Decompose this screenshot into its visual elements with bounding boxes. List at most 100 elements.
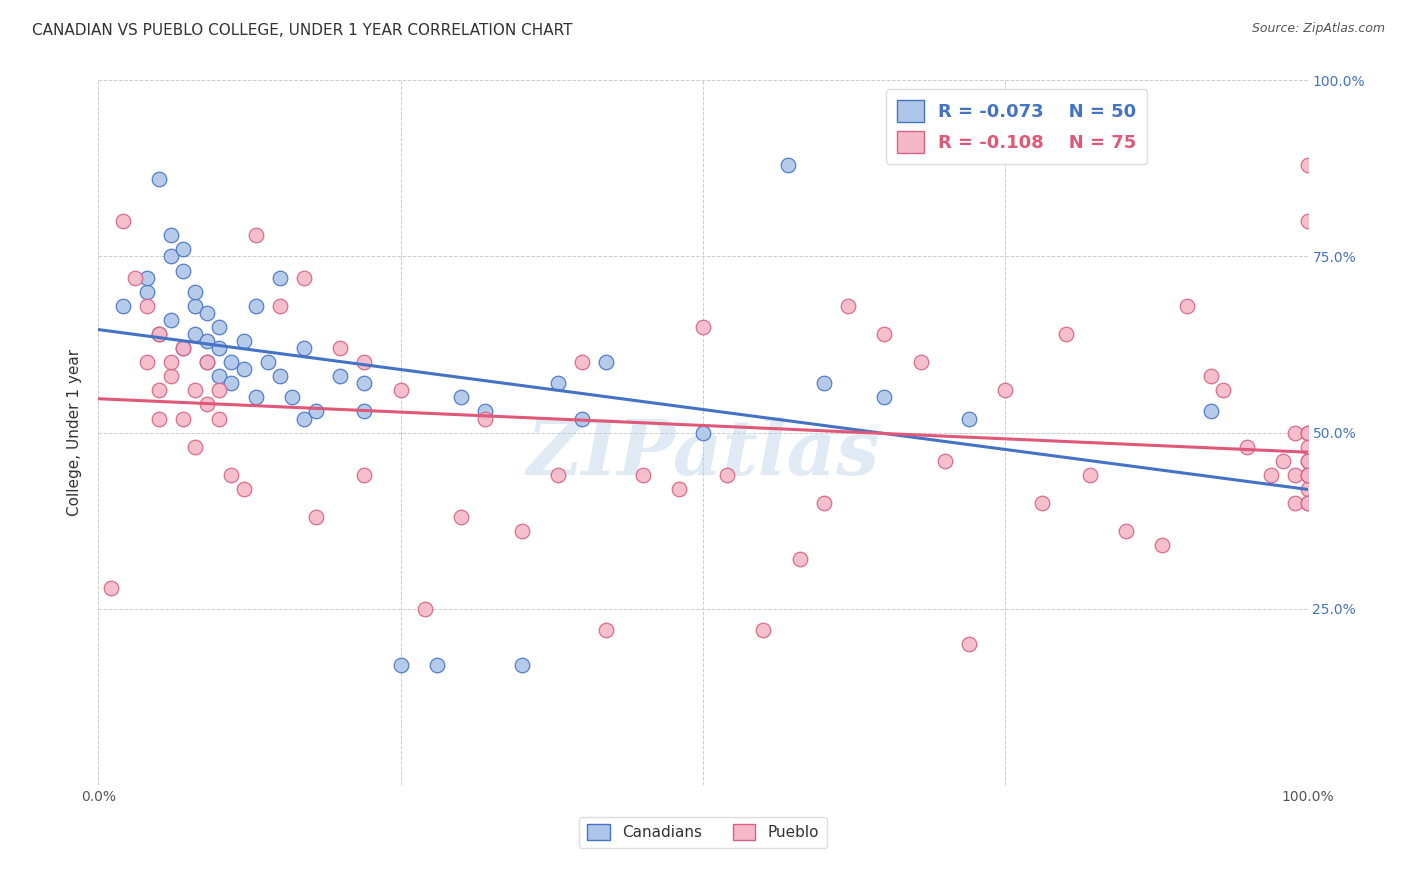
Point (1115, 524, 1137, 539)
Point (111, 299, 134, 313)
Point (148, 326, 170, 341)
Point (195, 397, 218, 411)
Point (547, 467, 569, 482)
Point (1296, 467, 1319, 482)
Point (752, 623, 775, 637)
Point (474, 404, 496, 418)
Point (208, 369, 231, 384)
Point (426, 658, 449, 673)
Point (172, 243, 194, 257)
Point (595, 623, 617, 637)
Point (329, 341, 352, 355)
Point (1199, 369, 1222, 384)
Point (1296, 467, 1319, 482)
Point (1175, 299, 1198, 313)
Point (413, 601, 436, 615)
Text: Source: ZipAtlas.com: Source: ZipAtlas.com (1251, 22, 1385, 36)
Point (124, 270, 146, 285)
Point (208, 341, 231, 355)
Point (1296, 425, 1319, 440)
Point (1296, 425, 1319, 440)
Legend: Canadians, Pueblo: Canadians, Pueblo (579, 816, 827, 847)
Point (1199, 404, 1222, 418)
Point (1296, 158, 1319, 172)
Point (873, 326, 896, 341)
Point (292, 341, 315, 355)
Point (160, 355, 183, 369)
Point (208, 384, 231, 398)
Point (269, 270, 291, 285)
Point (148, 384, 170, 398)
Point (172, 341, 194, 355)
Point (1284, 467, 1306, 482)
Point (160, 369, 183, 384)
Point (1296, 214, 1319, 228)
Point (1296, 496, 1319, 510)
Point (1031, 496, 1053, 510)
Point (305, 510, 328, 524)
Point (957, 637, 980, 651)
Point (195, 306, 218, 320)
Y-axis label: College, Under 1 year: College, Under 1 year (67, 349, 83, 516)
Point (208, 411, 231, 425)
Point (184, 285, 207, 299)
Point (910, 355, 932, 369)
Point (994, 384, 1017, 398)
Point (184, 326, 207, 341)
Point (450, 510, 472, 524)
Point (353, 467, 375, 482)
Point (389, 384, 412, 398)
Point (813, 376, 835, 391)
Point (716, 467, 738, 482)
Point (353, 404, 375, 418)
Point (692, 320, 714, 334)
Point (1078, 467, 1101, 482)
Point (232, 482, 254, 496)
Text: CANADIAN VS PUEBLO COLLEGE, UNDER 1 YEAR CORRELATION CHART: CANADIAN VS PUEBLO COLLEGE, UNDER 1 YEAR… (32, 23, 572, 38)
Point (353, 355, 375, 369)
Point (1236, 440, 1258, 454)
Point (160, 313, 183, 327)
Point (571, 355, 593, 369)
Point (934, 454, 956, 468)
Point (184, 440, 207, 454)
Point (111, 214, 134, 228)
Point (1272, 454, 1295, 468)
Point (692, 425, 714, 440)
Point (510, 524, 533, 539)
Point (510, 658, 533, 673)
Point (1284, 496, 1306, 510)
Point (329, 369, 352, 384)
Point (195, 334, 218, 348)
Point (195, 355, 218, 369)
Point (1296, 482, 1319, 496)
Point (135, 355, 157, 369)
Point (245, 228, 267, 243)
Point (245, 391, 267, 405)
Point (1260, 467, 1282, 482)
Point (353, 376, 375, 391)
Point (148, 411, 170, 425)
Point (1296, 454, 1319, 468)
Point (292, 270, 315, 285)
Point (269, 369, 291, 384)
Point (172, 341, 194, 355)
Text: ZIPatlas: ZIPatlas (526, 417, 880, 491)
Point (208, 320, 231, 334)
Point (789, 552, 811, 566)
Point (100, 581, 122, 595)
Point (281, 391, 304, 405)
Point (245, 299, 267, 313)
Point (135, 270, 157, 285)
Point (148, 326, 170, 341)
Point (631, 467, 654, 482)
Point (1152, 538, 1174, 552)
Point (221, 467, 243, 482)
Point (873, 391, 896, 405)
Point (1296, 496, 1319, 510)
Point (305, 404, 328, 418)
Point (148, 172, 170, 186)
Point (776, 158, 799, 172)
Point (595, 355, 617, 369)
Point (474, 411, 496, 425)
